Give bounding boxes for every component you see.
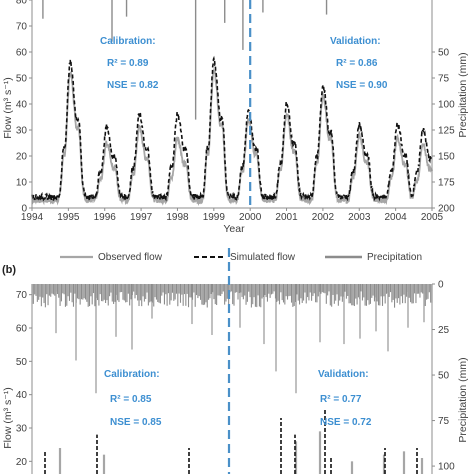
panel-b-precipitation-bars xyxy=(31,284,433,394)
panel-a-calibration-nse: NSE = 0.82 xyxy=(107,80,159,91)
panel-a-ytick-label: 60 xyxy=(16,48,28,59)
panel-b-label: (b) xyxy=(2,264,16,276)
panel-a-ytick-label: 40 xyxy=(16,100,28,111)
panel-a-ytick-label: 30 xyxy=(16,126,28,137)
panel-b-ytick-right-label: 75 xyxy=(438,416,450,427)
panel-a-xtick-label: 1999 xyxy=(203,212,226,223)
panel-a-ytick-right-label: 75 xyxy=(438,74,450,85)
panel-a-ytick-right-label: 100 xyxy=(438,100,455,111)
panel-b-flow-series xyxy=(44,408,424,474)
panel-a-calibration-r2: R² = 0.89 xyxy=(107,58,149,69)
panel-a-validation-nse: NSE = 0.90 xyxy=(336,80,388,91)
panel-b-ytick-label: 50 xyxy=(16,357,28,368)
panel-b-calibration-nse: NSE = 0.85 xyxy=(110,417,162,428)
panel-a-observed-series xyxy=(31,67,433,207)
panel-a-ytick-label: 10 xyxy=(16,178,28,189)
panel-a-xtick-label: 1998 xyxy=(166,212,189,223)
panel-a-precipitation-bars xyxy=(42,0,328,120)
panel-a-simulated-line xyxy=(31,55,433,203)
panel-a-ylabel: Flow (m³ s⁻¹) xyxy=(2,77,14,139)
panel-b-validation-r2: R² = 0.77 xyxy=(320,394,362,405)
panel-a-ytick-label: 70 xyxy=(16,22,28,33)
panel-b-calibration-label: Calibration: xyxy=(104,369,160,380)
panel-a-xtick-label: 1997 xyxy=(130,212,153,223)
panel-a-xtick-label: 2002 xyxy=(312,212,335,223)
panel-b-calibration-r2: R² = 0.85 xyxy=(110,394,152,405)
panel-b: (b) 20 30 40 50 60 70 0 25 50 75 100 Flow (m³ s⁻¹)… xyxy=(2,248,469,474)
panel-a-xtick-label: 2004 xyxy=(385,212,408,223)
panel-a-xtick-label: 1996 xyxy=(94,212,117,223)
panel-b-validation-label: Validation: xyxy=(318,369,369,380)
legend-simulated-label: Simulated flow xyxy=(230,252,296,263)
panel-a-ytick-label: 0 xyxy=(21,204,27,215)
panel-b-ytick-right-label: 100 xyxy=(438,462,455,473)
panel-a-ylabel-right: Precipitation (mm) xyxy=(457,52,469,137)
panel-a-ytick-right-label: 50 xyxy=(438,48,450,59)
panel-a-xtick-label: 2001 xyxy=(275,212,298,223)
panel-a-xlabel: Year xyxy=(223,223,245,235)
panel-b-ytick-label: 40 xyxy=(16,390,28,401)
panel-a-validation-label: Validation: xyxy=(330,36,381,47)
panel-a-xtick-label: 1995 xyxy=(57,212,80,223)
panel-b-ylabel-right: Precipitation (mm) xyxy=(457,357,469,442)
panel-a-xtick-label: 2005 xyxy=(421,212,444,223)
legend-precipitation-label: Precipitation xyxy=(367,252,422,263)
panel-a-calibration-label: Calibration: xyxy=(100,36,156,47)
panel-a-ytick-right-label: 200 xyxy=(438,204,455,215)
panel-a-ytick-right-label: 175 xyxy=(438,178,455,189)
panel-a-ytick-label: 80 xyxy=(16,0,28,7)
panel-a-simulated-series xyxy=(31,55,433,203)
panel-a-xtick-label: 2003 xyxy=(348,212,371,223)
panel-a-ytick-right-label: 150 xyxy=(438,152,455,163)
panel-a-xtick-label: 1994 xyxy=(21,212,44,223)
panel-b-ytick-right-label: 50 xyxy=(438,371,450,382)
panel-b-ytick-label: 60 xyxy=(16,324,28,335)
panel-a-validation-r2: R² = 0.86 xyxy=(336,58,378,69)
panel-a-ytick-label: 50 xyxy=(16,74,28,85)
panel-b-validation-nse: NSE = 0.72 xyxy=(320,417,372,428)
panel-a-xtick-label: 2000 xyxy=(239,212,262,223)
panel-a: 0 10 20 30 40 50 60 70 80 50 75 100 125 150 175 200 1994… xyxy=(2,0,469,235)
panel-a-observed-line xyxy=(31,67,433,207)
panel-a-axes: 0 10 20 30 40 50 60 70 80 50 75 100 125 150 175 200 1994… xyxy=(16,0,455,223)
panel-b-ytick-right-label: 25 xyxy=(438,325,450,336)
panel-b-ylabel: Flow (m³ s⁻¹) xyxy=(2,387,14,449)
panel-b-ytick-label: 20 xyxy=(16,457,28,468)
panel-a-ytick-right-label: 125 xyxy=(438,126,455,137)
panel-b-ytick-label: 70 xyxy=(16,290,28,301)
panel-b-axes: 20 30 40 50 60 70 0 25 50 75 100 xyxy=(16,280,455,474)
legend-observed-label: Observed flow xyxy=(98,252,163,263)
panel-b-ytick-right-label: 0 xyxy=(438,280,444,291)
panel-a-ytick-label: 20 xyxy=(16,152,28,163)
panel-b-ytick-label: 30 xyxy=(16,424,28,435)
legend: Observed flow Simulated flow Precipitati… xyxy=(60,252,422,263)
